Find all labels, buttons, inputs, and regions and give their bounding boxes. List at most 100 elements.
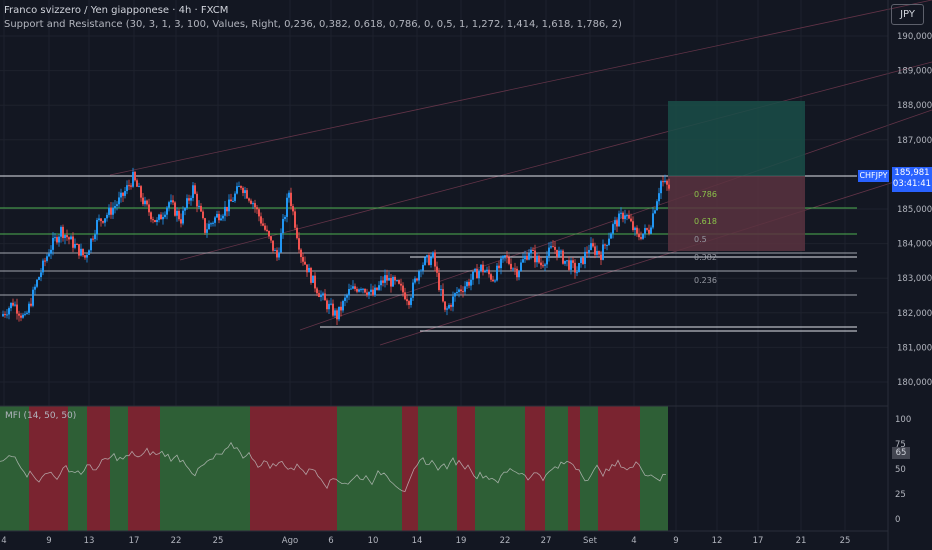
candle-body	[286, 197, 288, 217]
candle-body	[208, 223, 210, 230]
bar-countdown: 03:41:41	[892, 179, 932, 189]
candle-body	[322, 293, 324, 295]
candle-body	[52, 237, 54, 250]
candle-body	[28, 303, 30, 313]
mfi-line	[0, 441, 667, 492]
candle-body	[572, 260, 574, 263]
candle-body	[504, 255, 506, 257]
candle-body	[246, 190, 248, 199]
candle-body	[188, 198, 190, 201]
candle-body	[490, 274, 492, 280]
candle-body	[236, 186, 238, 194]
candle-body	[338, 306, 340, 320]
candle-body	[130, 185, 132, 187]
candle-body	[156, 219, 158, 223]
time-axis-label: 9	[673, 536, 678, 546]
candle-body	[332, 303, 334, 316]
indicator-label[interactable]: Support and Resistance (30, 3, 1, 3, 100…	[4, 19, 622, 30]
candle-body	[34, 286, 36, 290]
candle-body	[202, 211, 204, 219]
candle-body	[486, 269, 488, 272]
candle-body	[354, 286, 356, 289]
candle-body	[590, 243, 592, 250]
time-axis: 4 9 13 17 22 25 Ago 6 10 14 19 22 27 Set 4 9 12 17 21 25	[1, 536, 850, 546]
regression-channel	[109, 0, 932, 346]
candle-body	[192, 185, 194, 198]
candle-body	[516, 268, 518, 278]
candle-body	[178, 210, 180, 220]
candle-body	[266, 229, 268, 231]
candle-body	[312, 275, 314, 283]
candle-body	[164, 214, 166, 217]
candle-body	[82, 248, 84, 256]
candle-body	[112, 207, 114, 215]
candle-body	[318, 293, 320, 297]
fib-level-label: 0.5	[694, 235, 707, 244]
candle-body	[42, 260, 44, 273]
candle-body	[146, 200, 148, 205]
chart-title: Franco svizzero / Yen giapponese · 4h · …	[4, 5, 229, 16]
candle-body	[306, 264, 308, 273]
candle-body	[128, 185, 130, 187]
candle-body	[224, 206, 226, 216]
candle-body	[594, 246, 596, 255]
price-axis-label: 181,000	[897, 343, 932, 353]
candle-body	[76, 243, 78, 245]
candle-body	[436, 266, 438, 273]
candle-body	[352, 286, 354, 289]
price-axis-label: 183,000	[897, 274, 932, 284]
candle-body	[526, 255, 528, 260]
symbol-price-tag: CHFJPY	[858, 170, 889, 182]
candle-body	[44, 260, 46, 262]
candle-body	[530, 249, 532, 254]
candle-body	[386, 275, 388, 281]
candle-body	[552, 246, 554, 248]
candle-body	[78, 244, 80, 256]
candle-body	[260, 216, 262, 224]
candle-body	[432, 252, 434, 258]
candle-body	[104, 218, 106, 223]
candle-body	[368, 291, 370, 296]
mfi-label[interactable]: MFI (14, 50, 50)	[5, 411, 77, 421]
candle-body	[222, 215, 224, 219]
candle-body	[522, 259, 524, 263]
candle-body	[182, 210, 184, 224]
mfi-band	[402, 406, 418, 531]
candle-body	[242, 187, 244, 194]
time-axis-label: 6	[328, 536, 333, 546]
candle-body	[54, 237, 56, 239]
candle-body	[396, 280, 398, 282]
mfi-band	[68, 406, 87, 531]
candle-body	[16, 304, 18, 314]
candle-body	[546, 255, 548, 265]
candle-body	[442, 289, 444, 302]
candle-body	[162, 216, 164, 220]
currency-button[interactable]: JPY	[891, 4, 924, 25]
candle-body	[480, 264, 482, 271]
candle-body	[460, 289, 462, 292]
mfi-axis: 100 75 50 25 0	[895, 415, 911, 525]
candle-body	[170, 200, 172, 203]
price-axis-label: 189,000	[897, 67, 932, 77]
candle-body	[184, 207, 186, 211]
candle-body	[62, 226, 64, 239]
candle-body	[630, 218, 632, 222]
price-axis-label: 184,000	[897, 240, 932, 250]
candle-body	[506, 255, 508, 258]
price-axis-label: 188,000	[897, 101, 932, 111]
candle-body	[238, 186, 240, 188]
candle-body	[570, 260, 572, 270]
candle-body	[360, 289, 362, 291]
candle-body	[564, 260, 566, 264]
candle-body	[422, 264, 424, 271]
candle-body	[324, 293, 326, 301]
mfi-band	[87, 406, 110, 531]
candle-body	[536, 255, 538, 263]
candle-body	[226, 206, 228, 212]
candle-body	[592, 243, 594, 247]
candle-body	[314, 275, 316, 289]
candle-body	[418, 271, 420, 281]
candle-body	[448, 305, 450, 309]
candle-body	[106, 214, 108, 219]
